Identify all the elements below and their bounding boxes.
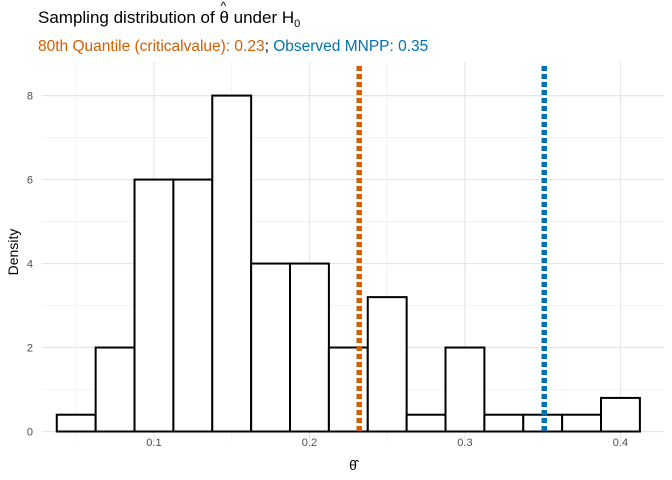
y-tick-label: 4 (27, 259, 33, 271)
x-tick-label: 0.2 (302, 437, 317, 449)
title-subscript: 0 (294, 18, 301, 30)
histogram-bar (133, 178, 175, 433)
histogram-bar (211, 94, 253, 433)
title-middle: under H (228, 8, 295, 27)
histogram-bar (405, 413, 447, 433)
x-tick-label: 0.1 (146, 437, 161, 449)
histogram-bar (94, 346, 136, 433)
histogram-bar (172, 178, 214, 433)
title-prefix: Sampling distribution of (38, 8, 220, 27)
y-axis-label: Density (5, 229, 21, 276)
chart-subtitle: 80th Quantile (criticalvalue): 0.23; Obs… (38, 38, 428, 56)
y-tick-label: 2 (27, 343, 33, 355)
chart-title: Sampling distribution of θ ^ under H0 (38, 0, 301, 30)
subtitle-quantile: 80th Quantile (criticalvalue): 0.23 (38, 38, 265, 55)
x-tick-label: 0.4 (613, 437, 628, 449)
histogram-bar (444, 346, 486, 433)
histogram-bar (366, 296, 408, 433)
histogram-bars (55, 94, 641, 433)
axis-ticks: 0.1 0.2 0.3 0.4 0 2 4 6 8 (27, 91, 628, 449)
histogram-bar (483, 413, 525, 433)
histogram-bar (55, 413, 97, 433)
histogram-bar (250, 262, 292, 433)
x-axis-label: θ̂ (349, 457, 360, 473)
histogram-bar (561, 413, 603, 433)
histogram-bar (289, 262, 330, 433)
reference-lines (356, 66, 548, 434)
x-tick-label: 0.3 (457, 437, 472, 449)
y-tick-label: 6 (27, 175, 33, 187)
histogram-bar (600, 396, 641, 433)
theta-hat-symbol: θ ^ (219, 0, 229, 27)
subtitle-observed: Observed MNPP: 0.35 (268, 38, 429, 55)
y-tick-label: 0 (27, 427, 33, 439)
y-tick-label: 8 (27, 91, 33, 103)
subtitle-separator: ; (264, 38, 269, 55)
